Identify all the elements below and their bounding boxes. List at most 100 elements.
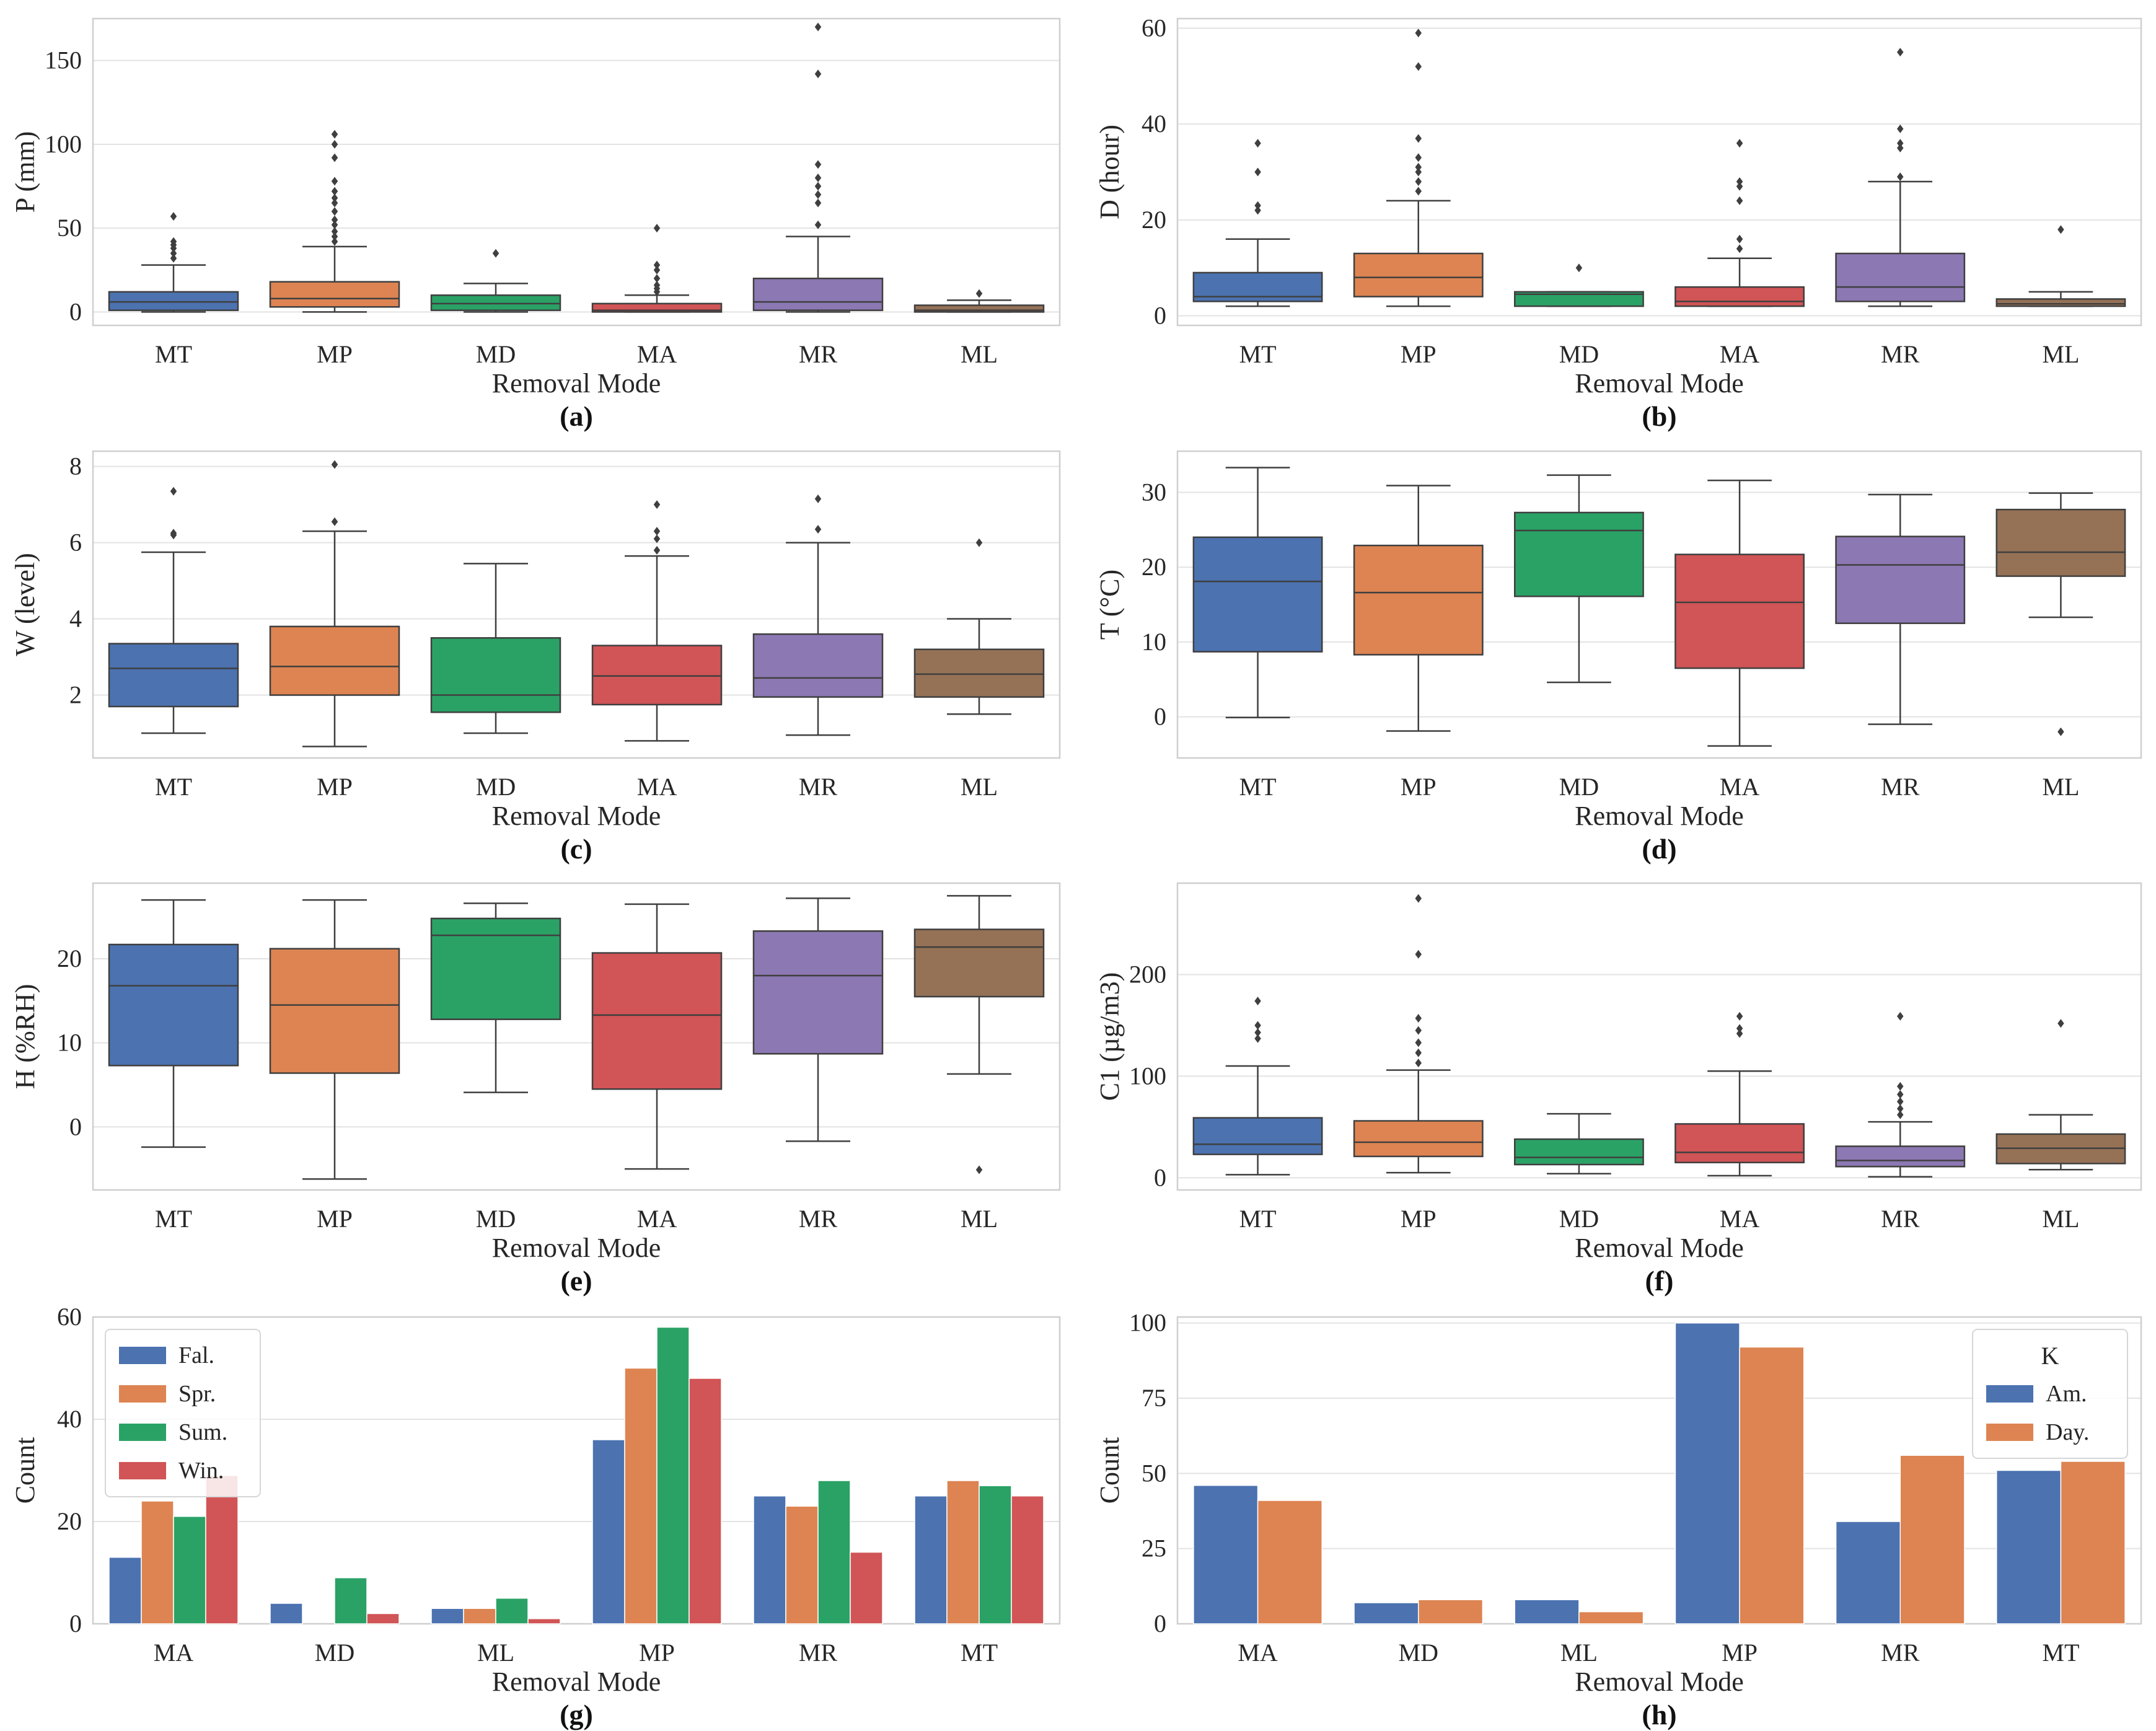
y-tick-label: 200 — [1129, 961, 1166, 989]
bar — [592, 1439, 625, 1624]
x-tick-label: MD — [315, 1639, 354, 1667]
box-mp — [269, 460, 400, 747]
x-tick-label: MP — [317, 773, 353, 801]
panel-tag: (g) — [560, 1699, 593, 1730]
outlier-point — [814, 182, 822, 191]
x-tick-label: MP — [1401, 1205, 1437, 1233]
box-mr — [1835, 48, 1966, 307]
outlier-point — [1254, 997, 1261, 1006]
y-tick-label: 0 — [1154, 1163, 1166, 1191]
x-tick-label: MP — [1401, 773, 1437, 801]
outlier-point — [331, 130, 338, 139]
x-tick-label: MA — [1238, 1639, 1278, 1667]
y-tick-label: 0 — [69, 1610, 82, 1637]
bar — [979, 1485, 1012, 1624]
bar — [2060, 1461, 2126, 1624]
box-mr — [1835, 1011, 1966, 1178]
y-axis-label: Count — [1094, 1437, 1125, 1504]
outlier-point — [1415, 29, 1422, 38]
x-tick-label: MR — [1881, 1639, 1920, 1667]
outlier-point — [814, 494, 822, 503]
x-tick-label: MT — [1239, 1205, 1277, 1233]
y-tick-label: 8 — [69, 452, 82, 480]
x-tick-label: MR — [1881, 340, 1920, 368]
box-ml — [1995, 1019, 2126, 1171]
series-sum — [173, 1326, 1012, 1624]
y-axis-label: W (level) — [10, 553, 40, 656]
bar — [527, 1618, 561, 1624]
series-spr — [141, 1367, 980, 1624]
x-tick-label: MD — [476, 1205, 516, 1233]
outlier-point — [1897, 1097, 1904, 1106]
iqr-box — [108, 291, 239, 311]
y-tick-label: 4 — [69, 605, 82, 633]
x-tick-label: MR — [799, 1639, 838, 1667]
y-tick-label: 60 — [1142, 14, 1166, 42]
box-mr — [752, 897, 884, 1142]
outlier-point — [653, 224, 661, 233]
x-tick-label: MT — [155, 773, 192, 801]
iqr-box — [108, 943, 239, 1067]
box-md — [430, 563, 561, 734]
panel-g: 0 20 40 60 MA MD ML MP MR MT Removal Mode Count (g) F… — [10, 1303, 1061, 1730]
outlier-point — [170, 253, 177, 263]
outlier-point — [1415, 1048, 1422, 1057]
y-tick-label: 100 — [1129, 1309, 1166, 1337]
series-day — [1257, 1346, 2126, 1624]
outlier-point — [331, 220, 338, 229]
x-axis-label: Removal Mode — [492, 1667, 661, 1697]
iqr-box — [269, 281, 400, 308]
outlier-point — [1897, 1104, 1904, 1113]
y-tick-label: 75 — [1142, 1384, 1166, 1412]
outlier-point — [1575, 263, 1583, 273]
outlier-point — [331, 177, 338, 186]
outlier-point — [1736, 1024, 1743, 1033]
outlier-point — [331, 215, 338, 224]
outlier-point — [814, 160, 822, 169]
y-tick-label: 100 — [45, 130, 82, 158]
y-tick-label: 0 — [1154, 302, 1166, 330]
iqr-box — [913, 304, 1045, 313]
bar — [753, 1495, 786, 1624]
outlier-point — [1415, 153, 1422, 162]
box-ma — [1674, 139, 1805, 307]
iqr-box — [1514, 291, 1644, 307]
x-tick-label: MT — [155, 1205, 192, 1233]
outlier-point — [170, 529, 177, 538]
outlier-point — [814, 173, 822, 182]
x-tick-label: ML — [961, 340, 998, 368]
y-tick-label: 25 — [1142, 1535, 1166, 1562]
y-axis-label: P (mm) — [10, 131, 40, 213]
bar — [946, 1480, 980, 1624]
x-tick-label: MA — [1720, 1205, 1760, 1233]
iqr-box — [1995, 508, 2126, 577]
bar — [1514, 1599, 1580, 1624]
x-tick-label: ML — [1560, 1639, 1598, 1667]
outlier-point — [1736, 177, 1743, 186]
x-tick-label: MP — [317, 1205, 353, 1233]
iqr-box — [1514, 511, 1644, 597]
iqr-box — [913, 928, 1045, 998]
y-tick-label: 30 — [1142, 478, 1166, 506]
panel-b: 0 20 40 60 MT MP MD MA MR ML Removal Mode D (hour) (… — [1094, 14, 2142, 432]
y-tick-label: 2 — [69, 681, 82, 709]
outlier-point — [1415, 949, 1422, 959]
outlier-point — [170, 487, 177, 496]
y-tick-label: 10 — [57, 1029, 82, 1057]
plot-frame — [1176, 1316, 2142, 1625]
x-axis-label: Removal Mode — [492, 801, 661, 831]
x-axis-label: Removal Mode — [1575, 801, 1744, 831]
bar — [1011, 1495, 1044, 1624]
iqr-box — [1835, 535, 1966, 624]
box-mr — [752, 494, 884, 736]
plot-frame — [92, 882, 1061, 1191]
box-mt — [1192, 997, 1323, 1176]
panel-tag: (c) — [560, 833, 592, 865]
outlier-point — [653, 500, 661, 509]
outlier-point — [2057, 225, 2064, 234]
iqr-box — [752, 930, 884, 1055]
x-axis-label: Removal Mode — [1575, 1667, 1744, 1697]
legend: K Am. Day. — [1972, 1329, 2128, 1459]
legend-swatch — [119, 1347, 166, 1364]
outlier-point — [1415, 1038, 1422, 1047]
